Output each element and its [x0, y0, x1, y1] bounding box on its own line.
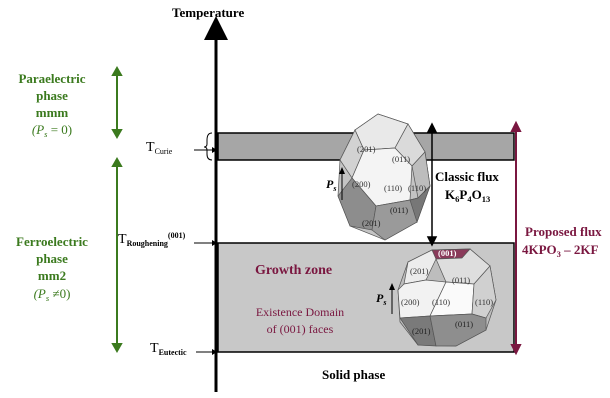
proposed-flux-arrow — [510, 120, 522, 356]
ferro-range-arrow — [111, 156, 123, 354]
axis-title: Temperature — [172, 5, 245, 20]
formula-sub: 4 — [467, 194, 472, 204]
proposed-flux-title: Proposed flux — [525, 224, 602, 239]
ps-symbol: P — [36, 122, 45, 137]
ps-symbol: P — [376, 291, 384, 305]
face-label: (011) — [455, 319, 473, 329]
ps-sub: s — [333, 184, 337, 193]
crystal-top — [337, 113, 431, 241]
ps-label-top: Ps — [326, 178, 336, 193]
t-eutectic-label: TEutectic — [150, 342, 187, 357]
ps-sub: s — [45, 293, 50, 303]
ferro-line2: phase — [36, 251, 68, 266]
solid-phase-label: Solid phase — [322, 367, 386, 382]
face-label: (011) — [452, 275, 470, 285]
formula-sub: 6 — [455, 194, 460, 204]
ps-arrow-bottom — [389, 283, 395, 314]
ps-arrow-top — [339, 167, 345, 200]
crystal-bottom-faces: (001) (201) (011) (200) (110) (110) (011… — [401, 248, 493, 336]
curie-brace — [203, 132, 213, 161]
face-label: (201) — [412, 326, 431, 336]
face-label: (110) — [384, 183, 402, 193]
formula-part: K — [445, 187, 456, 202]
t-main: T — [146, 140, 155, 155]
t-roughening-label: TRoughening(001) — [118, 232, 185, 248]
ferro-ps: (Ps ≠0) — [33, 286, 71, 303]
face-label: (011) — [392, 154, 410, 164]
t-main: T — [150, 341, 159, 356]
classic-flux-formula: K6P4O13 — [445, 188, 490, 204]
face-label: (011) — [390, 205, 408, 215]
para-range-arrow — [111, 65, 123, 140]
ps-symbol: P — [326, 177, 334, 191]
formula-part: O — [471, 187, 482, 202]
growth-zone-label: Growth zone — [255, 263, 333, 278]
crystal-top-faces: (201) (011) (200) (110) (110) (011) (201… — [352, 144, 426, 228]
ps-value: = 0) — [47, 122, 73, 137]
face-label: (001) — [438, 248, 457, 258]
existence-domain-line1: Existence Domain — [255, 305, 345, 319]
formula-part: P — [459, 187, 468, 202]
para-line3: mmm — [35, 105, 69, 120]
formula-part: – 2KF — [560, 242, 599, 257]
proposed-flux-formula: 4KPO3 – 2KF — [522, 243, 598, 259]
existence-domain-line2: of (001) faces — [266, 322, 334, 336]
face-label: (201) — [357, 144, 376, 154]
ferro-line3: mm2 — [37, 268, 67, 283]
classic-flux-title: Classic flux — [435, 169, 499, 184]
ps-sub: s — [44, 129, 48, 139]
face-label: (200) — [401, 297, 420, 307]
face-label: (201) — [362, 218, 381, 228]
t-sub: Roughening — [126, 239, 168, 248]
crystal-bottom — [397, 248, 497, 347]
ps-sub: s — [383, 298, 387, 307]
face-label: (110) — [475, 297, 493, 307]
t-sub: Eutectic — [158, 348, 187, 357]
para-line2: phase — [36, 88, 68, 103]
para-line1: Paraelectric — [18, 71, 86, 86]
face-label: (200) — [352, 179, 371, 189]
t-sub: Curie — [154, 147, 173, 156]
ps-value: ≠0) — [49, 286, 71, 301]
para-ps: (Ps = 0) — [31, 122, 73, 139]
formula-sub: 3 — [556, 249, 561, 259]
t-main: T — [118, 232, 127, 247]
t-curie-label: TCurie — [146, 141, 172, 156]
formula-part: 4KPO — [522, 242, 557, 257]
classic-flux-arrow — [426, 122, 438, 247]
t-sup: (001) — [167, 231, 186, 240]
ps-symbol: P — [37, 286, 46, 301]
ferro-line1: Ferroelectric — [16, 234, 88, 249]
face-label: (110) — [432, 297, 450, 307]
face-label: (201) — [410, 266, 429, 276]
ps-label-bottom: Ps — [376, 292, 386, 307]
formula-sub: 13 — [481, 194, 491, 204]
face-label: (110) — [408, 183, 426, 193]
